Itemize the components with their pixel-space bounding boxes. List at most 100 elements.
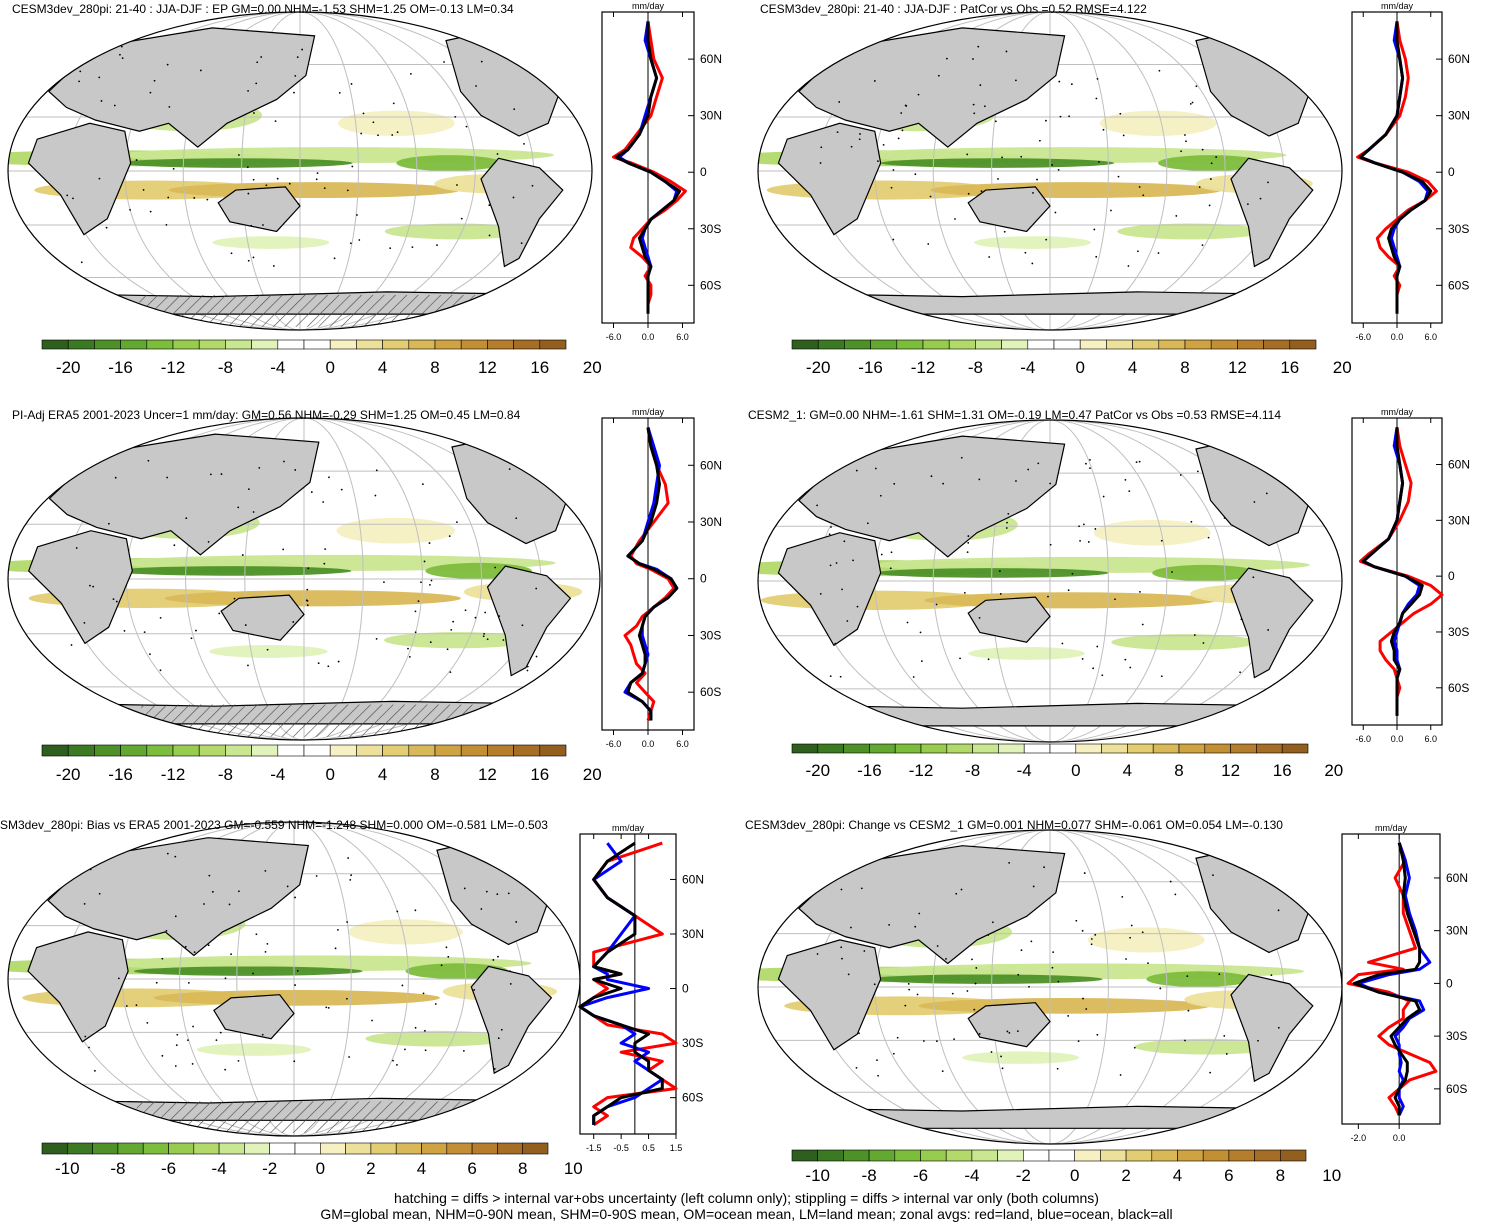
colorbar-5: -10 -8 -6 -4 -2 0 2 4 6 8 10 [41,1142,583,1178]
zonal-x-tick: 0.0 [1391,734,1404,744]
zonal-series-black [626,427,679,721]
zonal-lat-tick: 0 [1446,976,1453,990]
colorbar-tick-label: -2 [262,1159,277,1178]
zonal-lat-tick: 30N [1448,513,1470,527]
colorbar-tick-label: 20 [583,358,602,377]
colorbar-tick-label: -8 [965,761,980,780]
zonal-mean-panel-6: mm/day 60N 30N 0 30S 60S -2.0 0.0 [1341,823,1468,1143]
colorbar-tick-label: -10 [55,1159,80,1178]
colorbar-tick-label: 16 [530,765,549,784]
zonal-x-tick: -2.0 [1351,1133,1367,1143]
colorbar-tick-label: -12 [161,358,186,377]
colorbar-2: -20 -16 -12 -8 -4 0 4 8 12 16 20 [791,339,1352,377]
colorbar-tick-label: -6 [161,1159,176,1178]
colorbar-tick-label: 20 [1324,761,1343,780]
zonal-lat-tick: 60S [1446,1082,1467,1096]
zonal-lat-tick: 30N [700,109,722,123]
colorbar-tick-label: 20 [583,765,602,784]
map-panel-1 [7,11,593,331]
colorbar-tick-label: -16 [108,765,133,784]
zonal-frame [579,833,677,1135]
colorbar-tick-label: 2 [1121,1166,1130,1185]
zonal-mean-panel-5: mm/day 60N 30N 0 30S 60S -1.5 -0.5 0.5 1.5 [578,823,704,1153]
map-panel-6 [757,829,1343,1145]
colorbar-tick-label: 0 [325,765,334,784]
zonal-lat-tick: 60N [700,52,722,66]
colorbar-tick-label: -6 [913,1166,928,1185]
colorbar-tick-label: 12 [1221,761,1240,780]
colorbar-tick-label: 8 [1276,1166,1285,1185]
colorbar-tick-label: 12 [478,358,497,377]
colorbar-tick-label: 4 [378,358,387,377]
zonal-series-red [1346,842,1438,1116]
zonal-mean-panel-3: mm/day 60N 30N 0 30S 60S -6.0 0.0 6.0 [601,407,722,749]
zonal-lat-tick: 60S [1448,681,1469,695]
map-panel-2 [757,11,1343,331]
colorbar-4: -20 -16 -12 -8 -4 0 4 8 12 16 20 [791,743,1343,780]
colorbar-tick-label: -4 [270,765,285,784]
zonal-x-tick: -6.0 [1355,332,1371,342]
zonal-series-black [1358,21,1433,314]
colorbar-tick-label: -2 [1016,1166,1031,1185]
colorbar-tick-label: 6 [467,1159,476,1178]
colorbar-tick-label: 8 [1180,358,1189,377]
zonal-mean-panel-2: mm/day 60N 30N 0 30S 60S -6.0 0.0 6.0 [1351,1,1470,342]
colorbar-tick-label: -16 [857,761,882,780]
colorbar-tick-label: -8 [862,1166,877,1185]
zonal-lat-tick: 0 [700,165,707,179]
colorbar-tick-label: 6 [1224,1166,1233,1185]
colorbar-tick-label: -8 [218,358,233,377]
map-panel-5 [7,821,581,1137]
zonal-x-tick: -6.0 [1355,734,1371,744]
zonal-unit-label: mm/day [1381,1,1414,11]
colorbar-tick-label: -20 [56,358,81,377]
zonal-x-tick: 0.0 [642,332,655,342]
zonal-lat-tick: 60N [1446,871,1468,885]
colorbar-tick-label: -20 [806,761,831,780]
zonal-lat-tick: 0 [700,572,707,586]
zonal-unit-label: mm/day [612,823,645,833]
colorbar-tick-label: -4 [270,358,285,377]
zonal-lat-tick: 30N [682,927,704,941]
zonal-lat-tick: 30S [1446,1029,1467,1043]
zonal-lat-tick: 60N [1448,52,1470,66]
zonal-series-black [614,21,682,314]
colorbar-tick-label: 4 [1123,761,1132,780]
footer-line-1: hatching = diffs > internal var+obs unce… [394,1190,1099,1206]
zonal-x-tick: 1.5 [670,1143,683,1153]
zonal-x-tick: 6.0 [676,739,689,749]
map-panel-4 [757,419,1343,743]
zonal-lat-tick: 60N [700,458,722,472]
zonal-lat-tick: 60S [700,278,721,292]
zonal-lat-tick: 30S [1448,222,1469,236]
colorbar-tick-label: 12 [1228,358,1247,377]
colorbar-tick-label: 0 [316,1159,325,1178]
zonal-x-tick: 0.0 [1393,1133,1406,1143]
zonal-x-tick: 0.5 [642,1143,655,1153]
colorbar-6: -10 -8 -6 -4 -2 0 2 4 6 8 10 [791,1149,1341,1185]
zonal-series-black [578,841,664,1125]
zonal-mean-panel-1: mm/day 60N 30N 0 30S 60S -6.0 0.0 6.0 [601,1,722,342]
colorbar-tick-label: 10 [1322,1166,1341,1185]
zonal-lat-tick: 30N [1448,109,1470,123]
zonal-series-red [612,21,687,314]
colorbar-tick-label: -4 [1020,358,1035,377]
zonal-lat-tick: 60N [1448,458,1470,472]
colorbar-tick-label: -4 [212,1159,227,1178]
zonal-series-blue [623,427,679,721]
zonal-x-tick: 0.0 [1391,332,1404,342]
zonal-x-tick: 6.0 [1424,734,1437,744]
colorbar-tick-label: 0 [1071,761,1080,780]
zonal-x-tick: 0.0 [642,739,655,749]
colorbar-tick-label: 16 [530,358,549,377]
colorbar-tick-label: 4 [1173,1166,1182,1185]
zonal-unit-label: mm/day [632,1,665,11]
zonal-mean-panel-4: mm/day 60N 30N 0 30S 60S -6.0 0.0 6.0 [1351,407,1470,744]
colorbar-tick-label: -8 [968,358,983,377]
zonal-x-tick: -1.5 [586,1143,602,1153]
colorbar-tick-label: 2 [366,1159,375,1178]
zonal-lat-tick: 30S [682,1036,703,1050]
map-panel-3 [7,417,601,741]
colorbar-tick-label: 12 [478,765,497,784]
zonal-lat-tick: 0 [1448,165,1455,179]
